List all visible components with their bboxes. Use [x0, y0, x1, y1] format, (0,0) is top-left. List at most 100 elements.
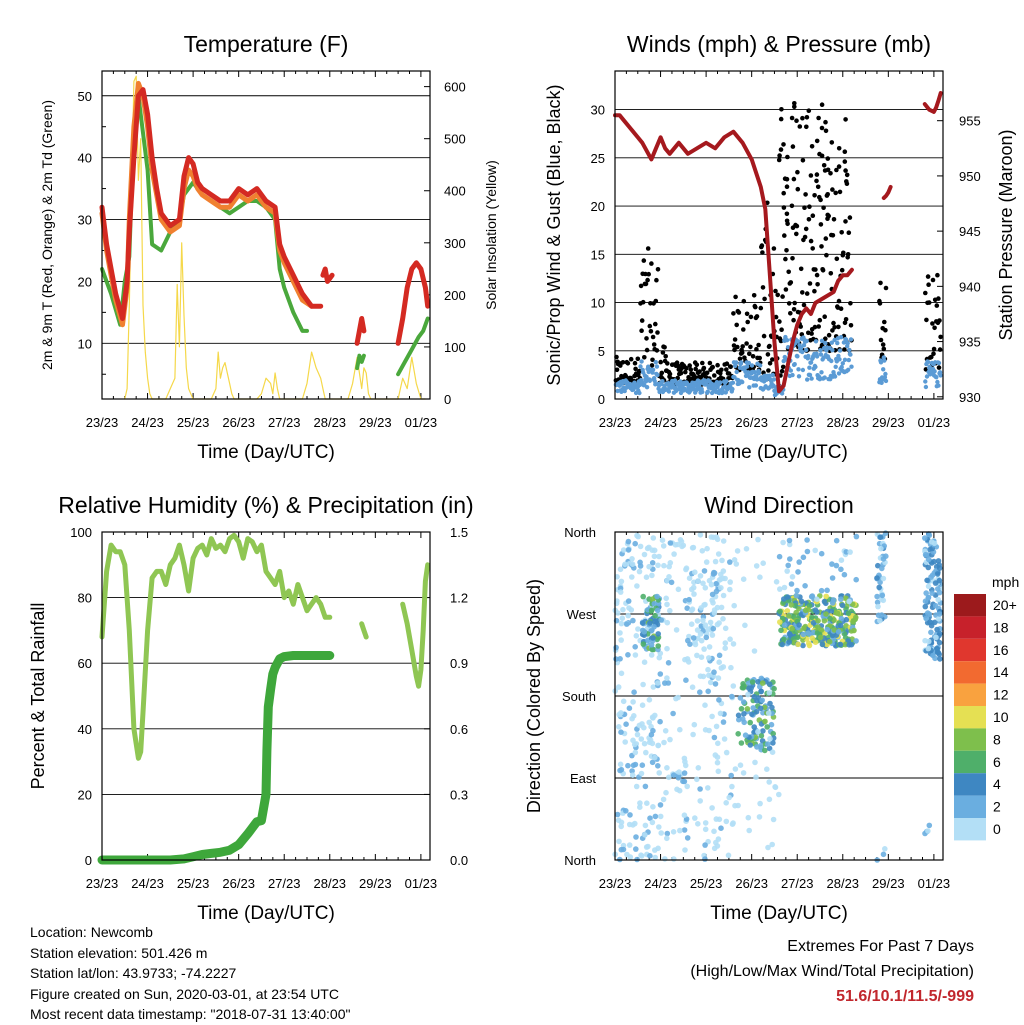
direction-point [629, 768, 635, 774]
direction-point [714, 536, 721, 543]
wind-point [832, 374, 838, 379]
gust-point [736, 310, 742, 315]
direction-point [667, 607, 673, 614]
direction-point [625, 598, 632, 604]
direction-point [817, 634, 824, 641]
direction-point [638, 736, 645, 742]
direction-point [623, 621, 630, 627]
direction-point [662, 856, 668, 862]
direction-point [647, 853, 653, 859]
direction-point [812, 639, 819, 645]
wind-point [823, 340, 828, 346]
wind-point [936, 383, 941, 388]
gust-point [731, 311, 736, 316]
gust-point [653, 298, 659, 304]
direction-point [720, 538, 727, 544]
direction-point [712, 681, 719, 687]
gust-point [751, 293, 757, 298]
direction-point [757, 574, 763, 580]
direction-point [704, 545, 710, 552]
direction-point [632, 540, 638, 547]
gust-point [765, 352, 771, 357]
gust-point [639, 328, 644, 334]
direction-point [730, 683, 737, 689]
direction-point [759, 680, 766, 686]
direction-point [755, 679, 761, 685]
direction-point [928, 539, 935, 545]
direction-point [626, 705, 633, 711]
direction-point [617, 589, 624, 595]
gust-point [779, 368, 785, 374]
gust-point [766, 368, 771, 373]
direction-point [674, 541, 681, 548]
gust-point [650, 334, 656, 340]
wind-point [637, 390, 642, 396]
direction-point [814, 596, 820, 602]
colorbar-label: 0 [993, 821, 1001, 837]
direction-point [697, 689, 703, 695]
direction-point [733, 561, 740, 567]
gust-point [836, 146, 842, 151]
gust-point [924, 317, 929, 323]
gust-point [734, 322, 739, 328]
wind-point [839, 364, 844, 370]
gust-point [825, 192, 830, 197]
direction-point [777, 586, 783, 592]
gust-point [744, 341, 749, 346]
direction-point [716, 659, 722, 665]
gust-point [825, 156, 831, 161]
gust-point [724, 361, 730, 367]
wind-point [836, 371, 842, 376]
direction-point [824, 587, 830, 594]
direction-border [614, 531, 944, 861]
gust-point [931, 346, 937, 352]
gust-point [816, 324, 821, 329]
colorbar-label: 6 [993, 754, 1001, 770]
wind-point [660, 379, 665, 384]
x-tick-label: 01/23 [918, 876, 951, 891]
gust-point [843, 117, 848, 122]
direction-point [618, 620, 625, 627]
direction-point [652, 847, 658, 853]
wind-point [932, 369, 937, 374]
direction-point [833, 562, 840, 569]
direction-point [652, 813, 659, 820]
direction-point [695, 765, 702, 771]
direction-point [675, 586, 682, 593]
direction-point [671, 551, 677, 557]
gust-point [781, 205, 787, 210]
direction-point [794, 587, 800, 594]
direction-point [700, 673, 707, 680]
direction-panel: Wind Direction Time (Day/UTC) 23/23 24/23 25… [524, 492, 950, 924]
y2-tick-label: 300 [444, 236, 466, 251]
gust-point [812, 288, 817, 294]
gust-point [821, 205, 826, 210]
direction-point [655, 763, 661, 769]
wind-point [848, 337, 854, 342]
direction-point [721, 736, 728, 742]
direction-point [722, 640, 729, 646]
colorbar-label: 4 [993, 776, 1001, 792]
direction-point [697, 532, 704, 538]
wind-point [804, 347, 809, 353]
wind-point [734, 369, 739, 375]
wind-point [836, 353, 841, 359]
direction-point [781, 584, 788, 591]
wind-point [800, 349, 805, 355]
gust-point [806, 217, 812, 222]
direction-point [646, 739, 653, 746]
direction-point [800, 554, 807, 561]
y2-tick-label: 400 [444, 184, 466, 199]
gust-point [775, 292, 780, 298]
colorbar-swatch [954, 638, 986, 662]
direction-point [738, 706, 745, 712]
direction-point [718, 585, 724, 591]
direction-point [766, 779, 772, 785]
direction-point [712, 558, 719, 565]
x-tick-label: 29/23 [359, 876, 392, 891]
gust-point [770, 357, 775, 362]
wind-point [846, 357, 851, 363]
direction-point [686, 596, 692, 603]
direction-point [618, 670, 625, 677]
direction-point [691, 591, 697, 597]
